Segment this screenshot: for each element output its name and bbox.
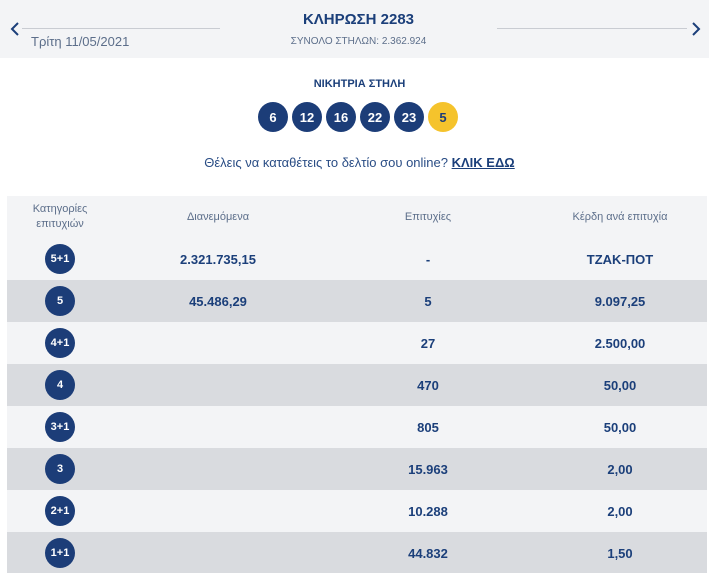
table-row: 5 45.486,29 5 9.097,25	[7, 280, 707, 322]
online-ticket-text: Θέλεις να καταθέτεις το δελτίο σου onlin…	[204, 155, 452, 170]
winning-number-ball: 22	[360, 102, 390, 132]
category-badge: 5+1	[45, 244, 75, 274]
draw-date: Τρίτη 11/05/2021	[31, 34, 130, 49]
column-header-distributed: Διανεμόμενα	[186, 210, 250, 223]
category-badge: 3	[45, 454, 75, 484]
category-badge: 4+1	[45, 328, 75, 358]
winning-number-ball: 23	[394, 102, 424, 132]
distributed-value	[113, 448, 323, 490]
winning-number-ball: 16	[326, 102, 356, 132]
next-draw-button[interactable]	[689, 19, 703, 39]
table-row: 2+1 10.288 2,00	[7, 490, 707, 532]
winners-value: 15.963	[408, 461, 448, 477]
total-columns: ΣΥΝΟΛΟ ΣΤΗΛΩΝ: 2.362.924	[290, 36, 427, 47]
draw-header: Τρίτη 11/05/2021 ΚΛΗΡΩΣΗ 2283 ΣΥΝΟΛΟ ΣΤΗ…	[0, 0, 709, 58]
distributed-value: 2.321.735,15	[180, 251, 256, 267]
column-header-prize: Κέρδη ανά επιτυχία	[572, 210, 668, 223]
table-row: 4+1 27 2.500,00	[7, 322, 707, 364]
winning-number-ball: 6	[258, 102, 288, 132]
divider	[497, 28, 687, 29]
draw-title: ΚΛΗΡΩΣΗ 2283	[302, 11, 415, 28]
category-badge: 1+1	[45, 538, 75, 568]
click-here-link[interactable]: ΚΛΙΚ ΕΔΩ	[451, 155, 515, 170]
prize-value: 2,00	[607, 461, 633, 477]
prize-value: 2,00	[607, 503, 633, 519]
divider	[22, 28, 220, 29]
distributed-value	[113, 406, 323, 448]
prize-value: ΤΖΑΚ-ΠΟΤ	[586, 251, 654, 267]
winners-value: -	[425, 251, 431, 267]
winners-value: 10.288	[408, 503, 448, 519]
winning-numbers: 6 12 16 22 23 5	[258, 102, 458, 132]
online-ticket-prompt: Θέλεις να καταθέτεις το δελτίο σου onlin…	[0, 155, 709, 170]
table-row: 3+1 805 50,00	[7, 406, 707, 448]
chevron-right-icon	[692, 22, 701, 36]
distributed-value	[113, 490, 323, 532]
winners-value: 805	[417, 419, 439, 435]
column-header-winners: Επιτυχίες	[404, 210, 452, 223]
prize-value: 9.097,25	[594, 293, 646, 309]
prize-value: 50,00	[603, 377, 637, 393]
category-badge: 3+1	[45, 412, 75, 442]
table-header: Κατηγορίες επιτυχιών Διανεμόμενα Επιτυχί…	[7, 196, 707, 238]
winning-number-ball: 12	[292, 102, 322, 132]
column-header-category: Κατηγορίες επιτυχιών	[32, 203, 88, 230]
joker-ball: 5	[428, 102, 458, 132]
distributed-value	[113, 532, 323, 573]
category-badge: 2+1	[45, 496, 75, 526]
previous-draw-button[interactable]	[8, 19, 22, 39]
prize-value: 2.500,00	[594, 335, 646, 351]
prize-value: 1,50	[607, 545, 633, 561]
prize-table: Κατηγορίες επιτυχιών Διανεμόμενα Επιτυχί…	[7, 196, 707, 573]
winners-value: 470	[417, 377, 439, 393]
winners-value: 44.832	[408, 545, 448, 561]
table-row: 1+1 44.832 1,50	[7, 532, 707, 573]
distributed-value	[113, 364, 323, 406]
prize-value: 50,00	[603, 419, 637, 435]
winners-value: 27	[420, 335, 436, 351]
table-row: 4 470 50,00	[7, 364, 707, 406]
table-row: 3 15.963 2,00	[7, 448, 707, 490]
category-badge: 5	[45, 286, 75, 316]
winners-value: 5	[424, 293, 432, 309]
distributed-value: 45.486,29	[189, 293, 247, 309]
chevron-left-icon	[10, 22, 19, 36]
table-row: 5+1 2.321.735,15 - ΤΖΑΚ-ΠΟΤ	[7, 238, 707, 280]
distributed-value	[113, 322, 323, 364]
category-badge: 4	[45, 370, 75, 400]
winning-column-title: ΝΙΚΗΤΡΙΑ ΣΤΗΛΗ	[313, 78, 406, 90]
